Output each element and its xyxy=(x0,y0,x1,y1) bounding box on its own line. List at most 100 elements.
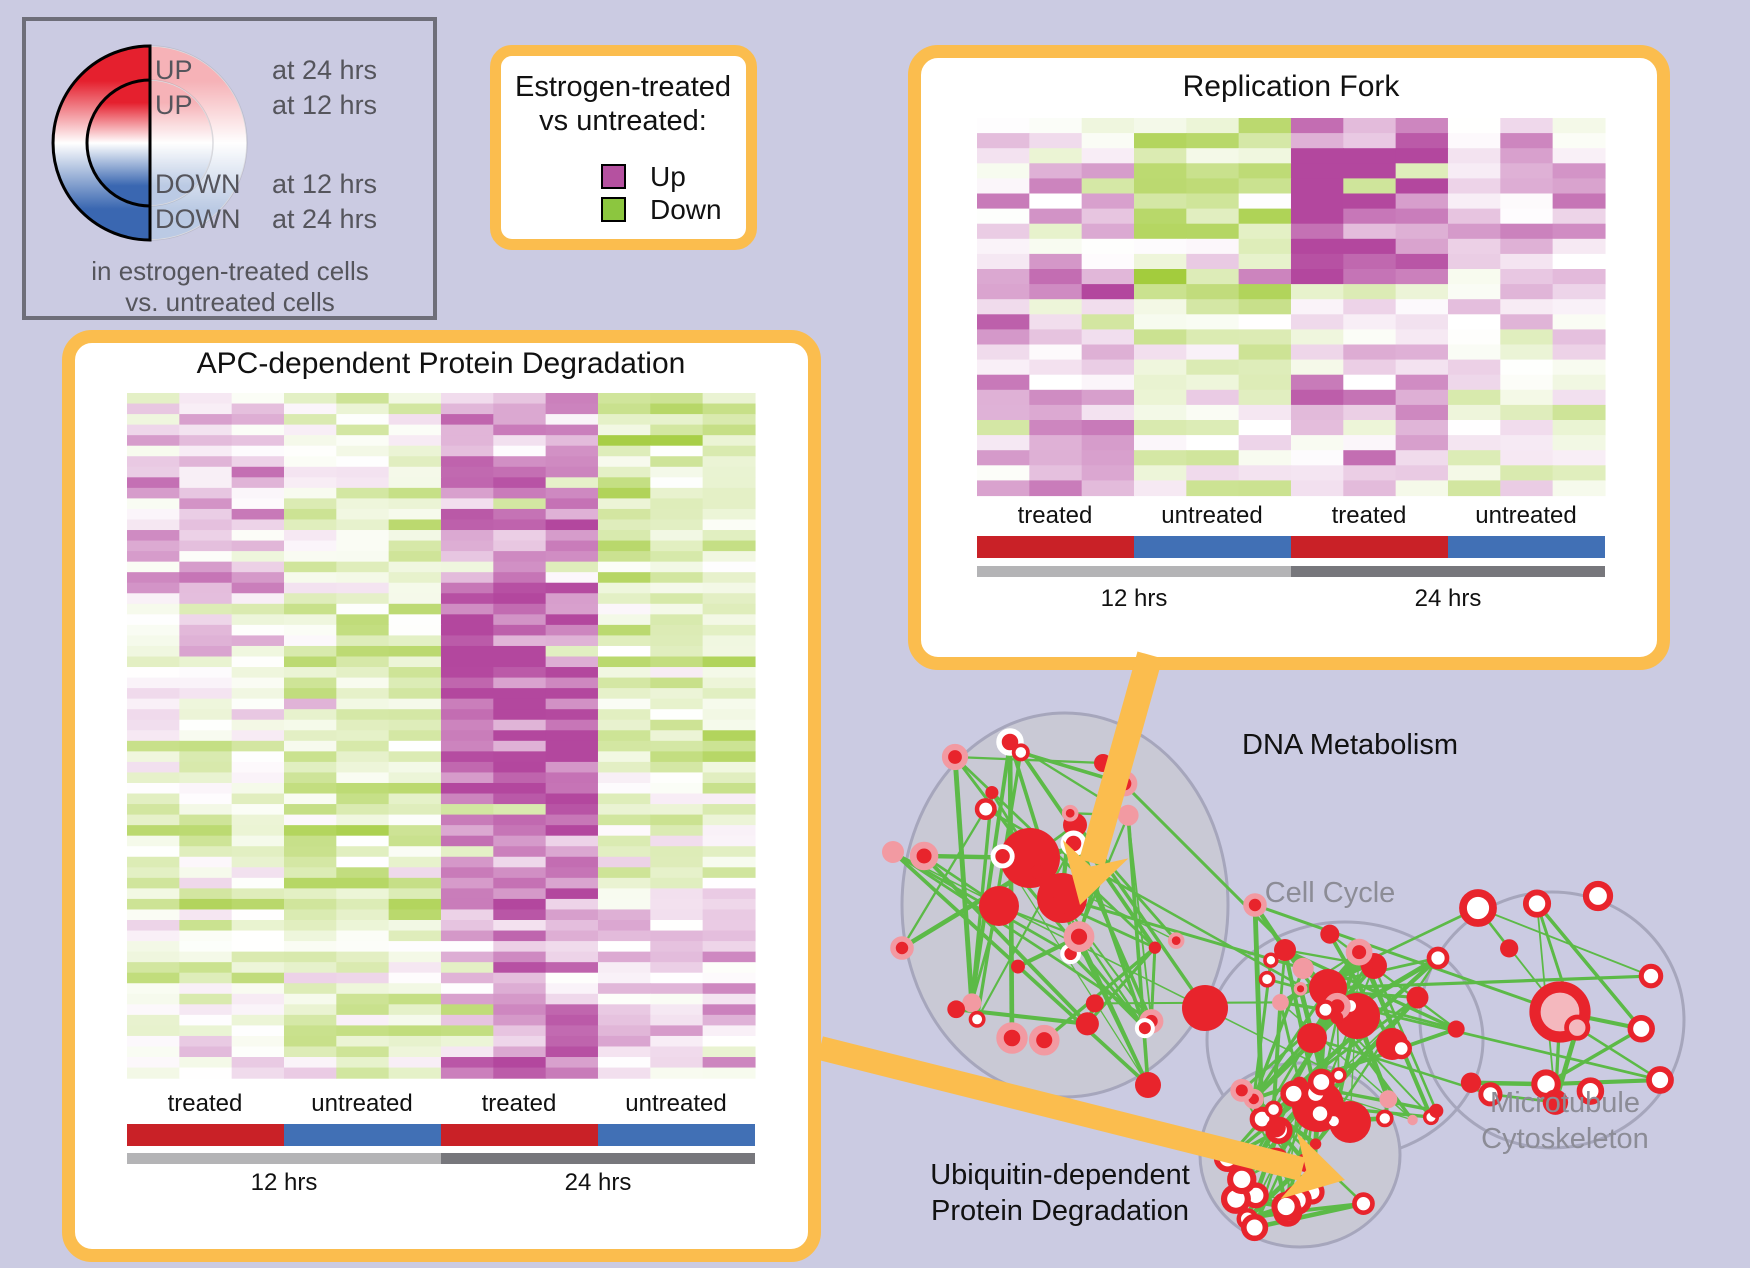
gene-node xyxy=(1638,963,1664,989)
gene-node xyxy=(1478,1082,1503,1107)
ubiquitin-label-line2: Protein Degradation xyxy=(931,1195,1189,1227)
dna-metabolism-label: DNA Metabolism xyxy=(1242,729,1458,761)
gene-node xyxy=(1050,894,1071,915)
gene-node xyxy=(1379,1090,1398,1109)
gene-node xyxy=(890,936,914,960)
panel-arrows xyxy=(817,651,1345,1199)
gene-node xyxy=(1307,1101,1333,1126)
gene-node xyxy=(1117,804,1139,826)
gene-node xyxy=(990,844,1015,869)
gene-node xyxy=(1564,1014,1591,1041)
apc-group-label-untreated-12: untreated xyxy=(311,1090,413,1117)
apc-condition-bars xyxy=(127,1124,755,1164)
rf-group-label-treated-12: treated xyxy=(1017,502,1093,529)
rf-group-label-untreated-24: untreated xyxy=(1475,502,1577,529)
gene-node xyxy=(1542,1089,1569,1115)
gene-node xyxy=(1167,932,1185,949)
apc-group-label-treated-24: treated xyxy=(481,1090,557,1117)
gene-node xyxy=(1576,1077,1605,1105)
gene-node xyxy=(1429,1103,1444,1118)
gene-node xyxy=(1000,828,1060,888)
gene-node xyxy=(1274,939,1296,961)
cell-cycle-label: Cell Cycle xyxy=(1264,877,1396,909)
direction-legend-circles xyxy=(51,44,248,242)
apc-time-label-12hrs: 12 hrs xyxy=(250,1169,318,1196)
gene-node xyxy=(1011,743,1030,762)
gene-node xyxy=(1407,1114,1418,1126)
gene-node xyxy=(1309,1138,1322,1150)
gene-node xyxy=(941,743,969,771)
gene-node xyxy=(985,785,999,800)
gene-node xyxy=(1280,1080,1308,1108)
gene-node xyxy=(1500,939,1519,958)
gene-node xyxy=(1426,946,1450,970)
rf-time-label-24hrs: 24 hrs xyxy=(1414,585,1482,612)
gene-node xyxy=(1135,1072,1161,1098)
gene-node xyxy=(1582,880,1614,912)
gene-node xyxy=(1271,1191,1301,1222)
gene-node xyxy=(882,841,904,863)
gene-node xyxy=(1182,985,1228,1031)
down-label: Down xyxy=(650,194,722,225)
microtubule-label-line2: Cytoskeleton xyxy=(1481,1123,1649,1155)
direction-legend-box xyxy=(22,17,437,320)
gene-node xyxy=(1063,921,1095,953)
gene-node xyxy=(1272,994,1289,1011)
color-legend-title-line1: Estrogen-treated xyxy=(514,71,732,103)
gene-node xyxy=(1320,924,1340,944)
gene-node xyxy=(1085,994,1104,1013)
legend-down-outer: DOWN xyxy=(155,204,241,234)
gene-node xyxy=(1307,1068,1335,1096)
up-color-swatch xyxy=(601,164,626,189)
apc-time-label-24hrs: 24 hrs xyxy=(564,1169,632,1196)
gene-node xyxy=(1375,1109,1394,1128)
gene-node xyxy=(947,1000,966,1019)
replication-fork-title: Replication Fork xyxy=(1182,70,1400,103)
gene-node xyxy=(1030,864,1045,879)
gene-node xyxy=(1227,1164,1257,1195)
gene-node xyxy=(1447,1020,1465,1038)
legend-caption-line2: vs. untreated cells xyxy=(125,287,335,317)
apc-group-label-treated-12: treated xyxy=(167,1090,243,1117)
gene-node xyxy=(1148,941,1162,954)
legend-up-inner-time: at 12 hrs xyxy=(272,90,378,120)
gene-node xyxy=(1627,1015,1655,1043)
replication-heatmap xyxy=(977,118,1606,497)
gene-node xyxy=(1345,938,1373,966)
gene-node xyxy=(1646,1066,1674,1094)
gene-node xyxy=(1075,1012,1099,1036)
rf-group-label-treated-24: treated xyxy=(1331,502,1407,529)
up-label: Up xyxy=(650,161,686,192)
gene-node xyxy=(1293,982,1308,996)
gene-node xyxy=(1240,1213,1269,1242)
gene-node xyxy=(962,993,982,1013)
gene-node xyxy=(1263,952,1279,968)
gene-node xyxy=(1243,893,1267,917)
gene-node xyxy=(1230,1078,1254,1102)
gene-node xyxy=(996,1022,1028,1054)
gene-node xyxy=(1292,957,1314,980)
microtubule-label-line1: Microtubule xyxy=(1490,1087,1640,1119)
apc-group-label-untreated-24: untreated xyxy=(625,1090,727,1117)
gene-node xyxy=(1522,889,1552,918)
gene-node xyxy=(909,841,939,871)
gene-node xyxy=(1390,1037,1412,1060)
ubiquitin-label-line1: Ubiquitin-dependent xyxy=(930,1159,1190,1191)
gene-node xyxy=(968,1010,986,1028)
gene-node xyxy=(1266,1117,1286,1138)
gene-node xyxy=(1460,1072,1482,1093)
legend-down-outer-time: at 24 hrs xyxy=(272,204,378,234)
gene-node xyxy=(1134,1018,1155,1039)
gene-node xyxy=(1061,804,1079,822)
apc-heatmap xyxy=(127,393,756,1079)
gene-node xyxy=(1459,889,1497,927)
gene-node xyxy=(974,798,997,821)
gene-node xyxy=(1406,986,1429,1009)
legend-caption-line1: in estrogen-treated cells xyxy=(91,256,369,286)
rf-group-label-untreated-12: untreated xyxy=(1161,502,1263,529)
gene-node xyxy=(1315,999,1336,1020)
apc-title: APC-dependent Protein Degradation xyxy=(196,347,686,380)
gene-node xyxy=(1264,1100,1283,1119)
